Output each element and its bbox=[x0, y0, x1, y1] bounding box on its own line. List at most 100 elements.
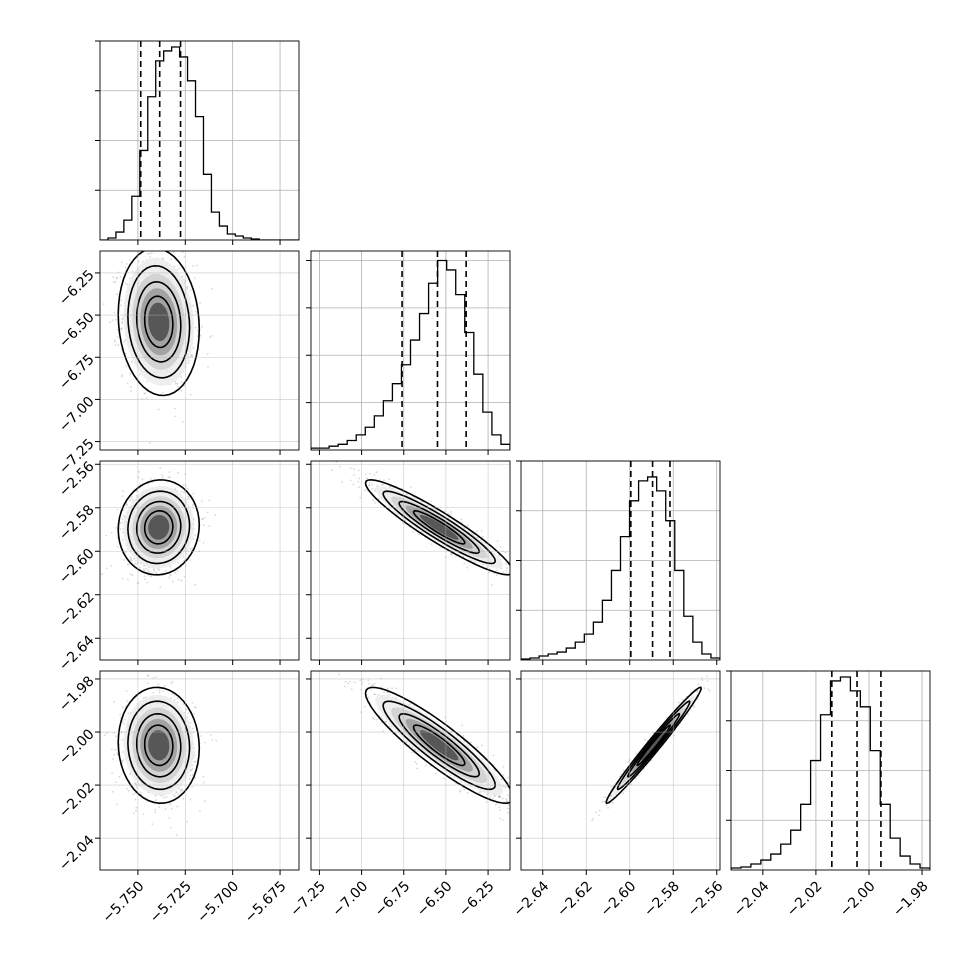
scatter-point bbox=[116, 752, 118, 755]
scatter-point bbox=[125, 690, 128, 692]
scatter-point bbox=[129, 556, 132, 559]
scatter-point bbox=[194, 583, 197, 586]
scatter-point bbox=[127, 563, 130, 566]
scatter-point bbox=[126, 700, 129, 703]
scatter-point bbox=[203, 516, 206, 519]
scatter-point bbox=[178, 578, 180, 581]
scatter-point bbox=[388, 478, 390, 480]
density-panel-3-1 bbox=[306, 670, 511, 875]
contour-1 bbox=[398, 500, 481, 555]
scatter-point bbox=[211, 739, 214, 741]
scatter-point bbox=[126, 563, 129, 566]
scatter-point bbox=[158, 806, 161, 809]
density-panel-2-1 bbox=[306, 460, 511, 665]
scatter-point bbox=[121, 327, 123, 330]
histogram-1 bbox=[311, 259, 510, 450]
scatter-point bbox=[173, 695, 176, 697]
scatter-point bbox=[117, 344, 120, 347]
scatter-point bbox=[126, 503, 128, 506]
scatter-point bbox=[169, 573, 172, 576]
scatter-point bbox=[119, 304, 122, 307]
scatter-point bbox=[470, 741, 472, 744]
scatter-point bbox=[208, 525, 211, 527]
panel-frame bbox=[99, 670, 300, 871]
scatter-point bbox=[173, 795, 176, 798]
scatter-point bbox=[119, 528, 122, 530]
scatter-point bbox=[112, 758, 114, 760]
scatter-point bbox=[134, 798, 137, 801]
scatter-point bbox=[186, 821, 188, 823]
scatter-point bbox=[188, 497, 190, 500]
histogram-panel-1 bbox=[306, 250, 511, 455]
scatter-point bbox=[154, 808, 157, 811]
scatter-point bbox=[176, 382, 179, 385]
scatter-point bbox=[125, 551, 127, 554]
panels: −7.25−7.00−6.75−6.50−6.25−2.64−2.62−2.60… bbox=[56, 40, 932, 926]
scatter-point bbox=[182, 484, 185, 486]
scatter-point bbox=[145, 397, 148, 400]
scatter-point bbox=[199, 810, 201, 812]
scatter-point bbox=[450, 552, 453, 555]
scatter-point bbox=[335, 461, 338, 463]
scatter-point bbox=[155, 676, 157, 678]
scatter-point bbox=[193, 713, 196, 715]
scatter-point bbox=[141, 478, 144, 481]
scatter-point bbox=[338, 673, 340, 676]
scatter-point bbox=[152, 569, 155, 572]
scatter-point bbox=[116, 545, 119, 548]
scatter-point bbox=[186, 487, 189, 490]
scatter-point bbox=[120, 261, 123, 264]
scatter-point bbox=[126, 787, 129, 790]
scatter-point bbox=[206, 353, 209, 355]
scatter-point bbox=[124, 352, 127, 355]
scatter-point bbox=[162, 257, 165, 260]
contour-0 bbox=[143, 509, 174, 545]
scatter-point bbox=[173, 265, 176, 268]
scatter-point bbox=[161, 474, 164, 477]
scatter-point bbox=[164, 569, 167, 572]
scatter-point bbox=[180, 376, 183, 378]
scatter-point bbox=[505, 569, 508, 572]
scatter-point bbox=[498, 796, 500, 799]
scatter-point bbox=[181, 274, 184, 277]
scatter-point bbox=[178, 267, 181, 270]
scatter-point bbox=[194, 760, 197, 763]
scatter-point bbox=[496, 569, 498, 571]
scatter-point bbox=[199, 334, 202, 337]
scatter-point bbox=[187, 712, 190, 715]
scatter-point bbox=[406, 493, 408, 496]
scatter-point bbox=[115, 527, 117, 529]
scatter-point bbox=[506, 800, 509, 803]
scatter-point bbox=[353, 681, 356, 684]
scatter-point bbox=[176, 701, 179, 704]
scatter-point bbox=[198, 539, 201, 542]
scatter-point bbox=[215, 739, 218, 742]
panel-content bbox=[101, 467, 217, 588]
scatter-point bbox=[187, 362, 190, 364]
scatter-point bbox=[499, 546, 502, 548]
scatter-point bbox=[120, 299, 122, 302]
scatter-point bbox=[365, 477, 368, 480]
scatter-point bbox=[443, 510, 446, 512]
scatter-point bbox=[209, 336, 212, 339]
scatter-point bbox=[177, 561, 180, 564]
scatter-point bbox=[341, 481, 343, 483]
scatter-point bbox=[458, 789, 461, 792]
scatter-point bbox=[158, 689, 161, 692]
scatter-point bbox=[191, 354, 193, 356]
scatter-point bbox=[502, 819, 504, 822]
scatter-point bbox=[119, 716, 122, 719]
scatter-point bbox=[481, 744, 483, 747]
scatter-point bbox=[182, 798, 185, 800]
scatter-point bbox=[148, 252, 151, 255]
scatter-point bbox=[388, 693, 391, 696]
scatter-point bbox=[129, 573, 132, 576]
scatter-point bbox=[169, 565, 172, 568]
scatter-point bbox=[201, 325, 203, 328]
scatter-point bbox=[192, 538, 195, 540]
scatter-point bbox=[463, 740, 466, 743]
scatter-point bbox=[488, 571, 490, 574]
scatter-point bbox=[143, 569, 146, 572]
scatter-point bbox=[148, 574, 151, 577]
scatter-point bbox=[148, 571, 151, 573]
